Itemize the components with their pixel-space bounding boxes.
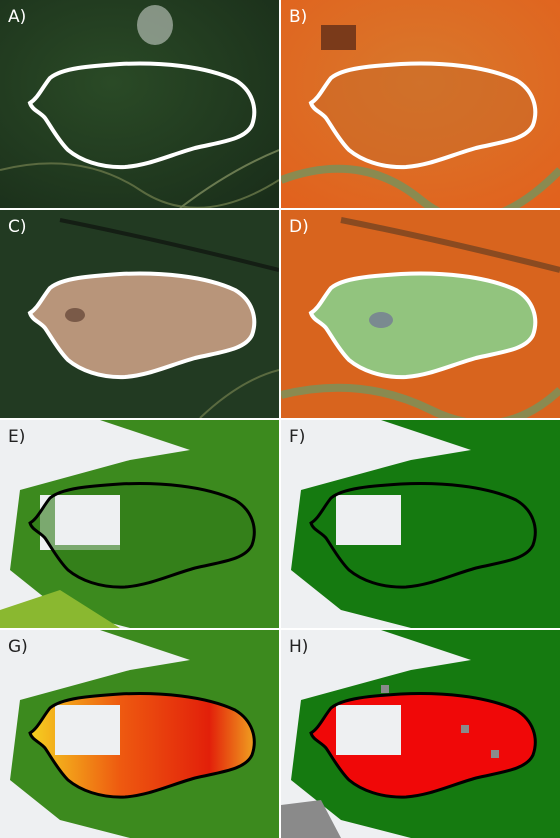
panel-label: G) — [8, 637, 28, 657]
panel-label: D) — [289, 217, 309, 237]
panel-c: C) — [0, 210, 279, 418]
panel-label: H) — [289, 637, 308, 657]
panel-a: A) — [0, 0, 279, 208]
panel-label: E) — [8, 427, 25, 447]
panel-d: D) — [281, 210, 560, 424]
panel-e: E) — [0, 420, 279, 628]
panel-b: B) — [281, 0, 560, 219]
panel-g: G) — [0, 630, 279, 838]
panel-f: F) — [281, 420, 560, 628]
panel-label: B) — [289, 7, 307, 27]
panel-label: C) — [8, 217, 27, 237]
panel-label: A) — [8, 7, 26, 27]
panel-label: F) — [289, 427, 305, 447]
panel-h: H) — [281, 630, 560, 838]
figure: A) B) C) D) E) — [0, 0, 560, 838]
